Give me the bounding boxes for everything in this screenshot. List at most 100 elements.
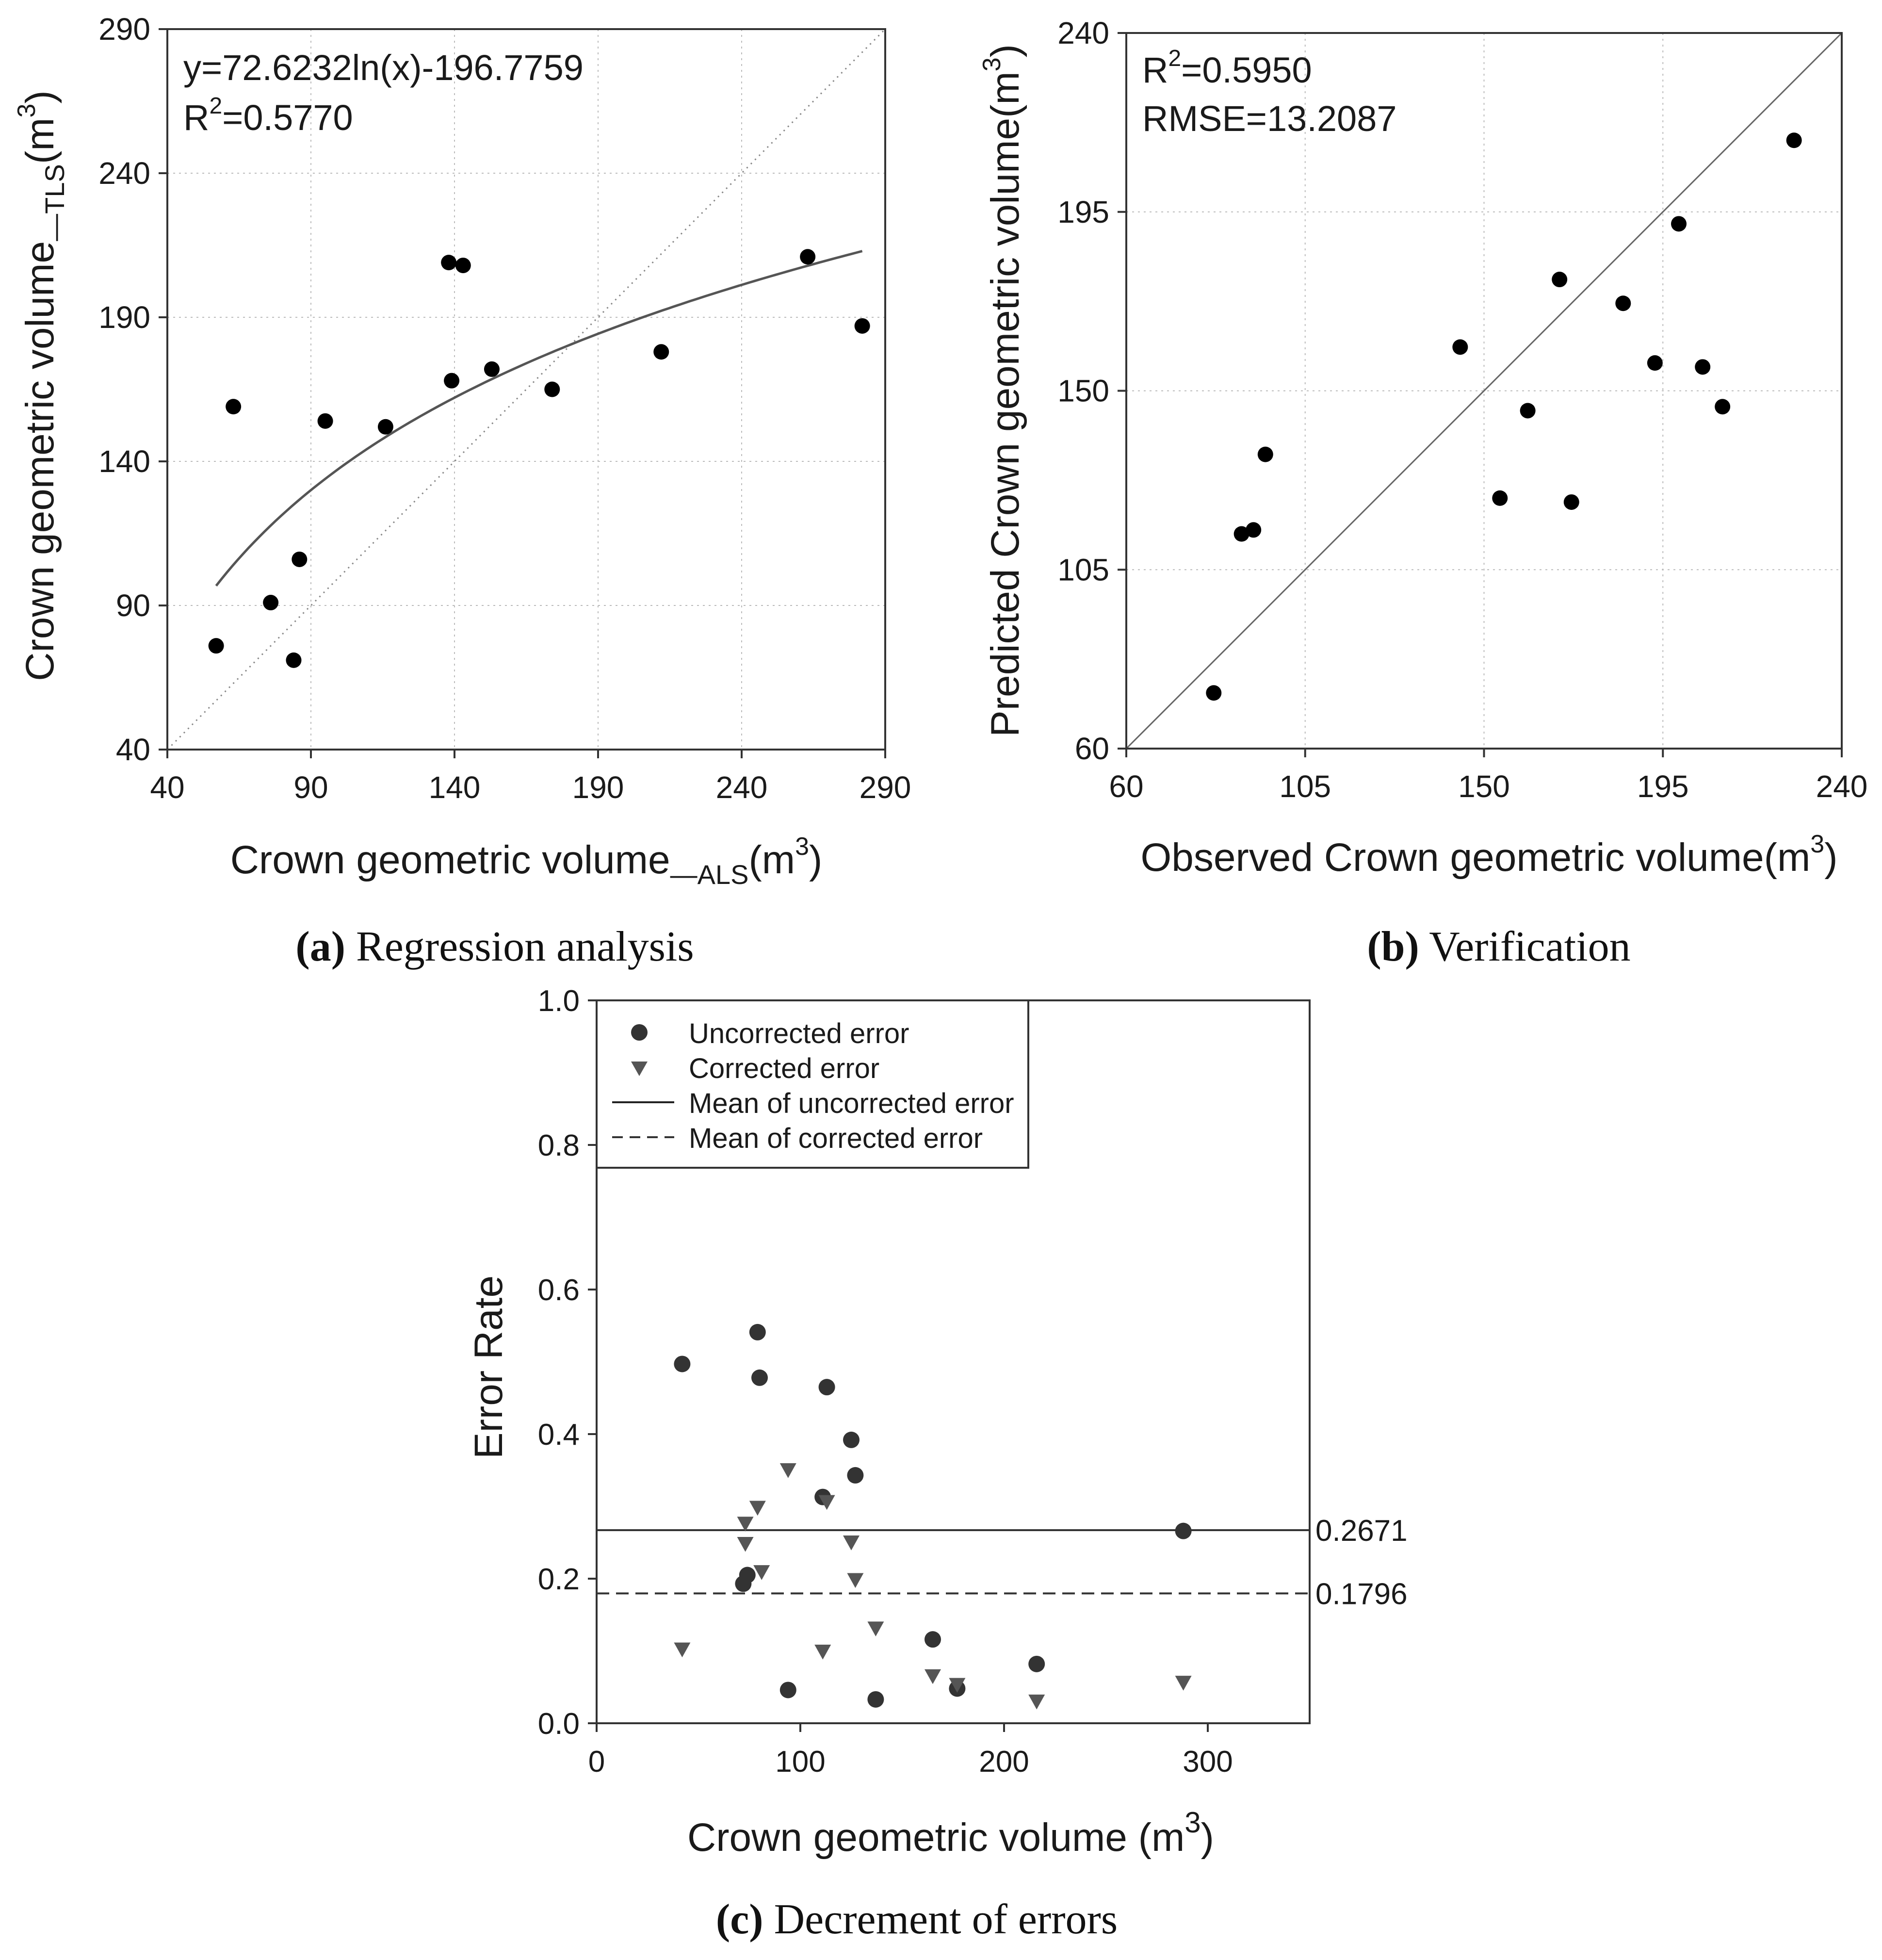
panel-c-uncorrected-point <box>751 1369 768 1386</box>
panel-c-corrected-point <box>749 1501 766 1516</box>
panel-c-legend-box <box>596 999 1029 1169</box>
panel-c-corrected-point <box>847 1573 864 1588</box>
panel-c-x-tick-label: 0 <box>588 1745 605 1779</box>
panel-c-y-tick-label: 0.0 <box>538 1707 580 1741</box>
panel-b-r2-annotation: R2=0.5950 <box>1142 46 1312 90</box>
panel-a-points <box>208 249 870 668</box>
panel-a-data-point <box>484 361 500 377</box>
panel-b-data-point <box>1563 494 1579 510</box>
panel-c-corrected-point <box>843 1535 860 1551</box>
panel-c-corrected-point <box>753 1565 770 1580</box>
panel-c-mean-value-label: 0.2671 <box>1315 1514 1408 1548</box>
panel-b-x-tick-label: 60 <box>1109 769 1143 804</box>
legend-triangle-marker <box>631 1062 648 1076</box>
panel-c-uncorrected-point <box>818 1379 835 1396</box>
panel-a-data-point <box>292 551 308 567</box>
panel-c-corrected-point <box>674 1642 691 1658</box>
panel-b-x-tick-label: 150 <box>1458 769 1510 804</box>
panel-b-x-ticks: 60 105 150 195 240 <box>1109 749 1867 804</box>
panel-c-y-tick-label: 0.2 <box>538 1563 580 1596</box>
legend-label-corrected: Corrected error <box>689 1053 879 1084</box>
panel-a-reference-line <box>166 28 886 751</box>
panel-c-uncorrected-point <box>779 1682 796 1699</box>
panel-a-data-point <box>286 652 302 668</box>
panel-c-uncorrected-point <box>925 1631 941 1648</box>
panel-c-uncorrected-point <box>1175 1522 1192 1539</box>
panel-c-corrected-point <box>814 1645 831 1660</box>
panel-b-x-axis-label: Observed Crown geometric volume(m3) <box>1140 830 1837 880</box>
panel-a-y-tick-label: 190 <box>98 300 150 335</box>
panel-a-data-point <box>208 638 224 654</box>
panel-b-x-tick-label: 240 <box>1816 769 1868 804</box>
panel-c-legend: Uncorrected error Corrected error Mean o… <box>596 999 1029 1169</box>
panel-b-y-tick-label: 150 <box>1057 374 1109 408</box>
panel-c-corrected-point <box>925 1669 941 1684</box>
panel-a-data-point <box>226 399 242 415</box>
panel-c-corrected-point <box>737 1517 754 1532</box>
panel-a-fit-curve <box>215 250 863 587</box>
panel-c-x-tick-label: 100 <box>775 1745 825 1779</box>
panel-c-uncorrected-point <box>735 1575 752 1592</box>
legend-label-mean-corrected: Mean of corrected error <box>689 1123 983 1154</box>
panel-c-x-tick-label: 300 <box>1183 1745 1233 1779</box>
panel-a-plot-frame <box>166 28 886 751</box>
panel-a-x-tick-label: 90 <box>293 770 328 805</box>
panel-c-y-tick-label: 0.6 <box>538 1274 580 1307</box>
panel-b-data-point <box>1695 359 1711 375</box>
panel-c-error-chart: 0 100 200 300 0.0 0.2 0.4 0.6 0.8 1.0 0.2671 0.17… <box>467 984 1408 1943</box>
panel-b-rmse-annotation: RMSE=13.2087 <box>1142 98 1397 139</box>
panel-a-data-point <box>854 318 870 334</box>
panel-b-y-tick-label: 60 <box>1075 731 1109 766</box>
panel-a-caption: (a) Regression analysis <box>295 923 694 970</box>
panel-b-data-point <box>1786 132 1802 148</box>
panel-a-data-point <box>455 258 471 274</box>
panel-c-points <box>674 1323 1192 1710</box>
panel-a-y-tick-label: 240 <box>98 156 150 191</box>
panel-a-y-tick-label: 40 <box>116 732 150 767</box>
panel-a-y-ticks: 40 90 140 190 240 290 <box>98 12 167 767</box>
panel-a-r2-annotation: R2=0.5770 <box>183 93 353 138</box>
panel-b-y-axis-label: Predicted Crown geometric volume(m3) <box>978 44 1027 737</box>
panel-c-uncorrected-point <box>867 1691 884 1708</box>
panel-c-x-axis-label: Crown geometric volume (m3) <box>687 1806 1214 1860</box>
panel-b-y-ticks: 60 105 150 195 240 <box>1057 16 1126 766</box>
panel-c-corrected-point <box>949 1678 966 1693</box>
panel-b-data-point <box>1492 490 1508 506</box>
panel-b-one-to-one-line <box>1125 32 1843 750</box>
panel-c-corrected-point <box>818 1495 835 1510</box>
panel-b-data-point <box>1715 399 1731 415</box>
panel-b-data-point <box>1615 295 1631 311</box>
panel-b-y-tick-label: 240 <box>1057 16 1109 50</box>
panel-c-caption: (c) Decrement of errors <box>716 1896 1118 1943</box>
panel-a-data-point <box>441 255 457 271</box>
legend-label-mean-uncorrected: Mean of uncorrected error <box>689 1088 1014 1119</box>
panel-a-data-point <box>263 595 279 611</box>
panel-c-uncorrected-point <box>1028 1655 1045 1672</box>
panel-a-regression-chart: 40 90 140 190 240 290 40 90 140 190 240 290 y=72.6… <box>13 12 911 970</box>
panel-b-y-tick-label: 105 <box>1057 552 1109 587</box>
panel-a-data-point <box>800 249 816 265</box>
panel-b-data-point <box>1257 446 1273 462</box>
panel-b-x-tick-label: 195 <box>1637 769 1689 804</box>
panel-c-uncorrected-point <box>847 1467 864 1484</box>
panel-c-y-ticks: 0.0 0.2 0.4 0.6 0.8 1.0 <box>538 984 597 1741</box>
panel-b-data-point <box>1520 403 1536 419</box>
panel-b-y-tick-label: 195 <box>1057 195 1109 229</box>
panel-c-corrected-point <box>1175 1676 1192 1691</box>
panel-b-data-point <box>1246 522 1262 538</box>
panel-b-data-point <box>1671 216 1687 232</box>
legend-label-uncorrected: Uncorrected error <box>689 1018 909 1049</box>
panel-c-x-tick-label: 200 <box>979 1745 1029 1779</box>
panel-b-data-point <box>1552 272 1568 288</box>
panel-c-y-tick-label: 0.8 <box>538 1129 580 1162</box>
panel-c-corrected-point <box>737 1537 754 1552</box>
panel-a-y-tick-label: 90 <box>116 588 150 623</box>
panel-c-y-axis-label: Error Rate <box>467 1275 511 1459</box>
panel-c-uncorrected-point <box>749 1323 766 1340</box>
panel-c-corrected-point <box>867 1621 884 1636</box>
panel-a-data-point <box>377 419 393 435</box>
panel-c-y-tick-label: 0.4 <box>538 1418 580 1452</box>
panel-a-y-tick-label: 290 <box>98 12 150 47</box>
